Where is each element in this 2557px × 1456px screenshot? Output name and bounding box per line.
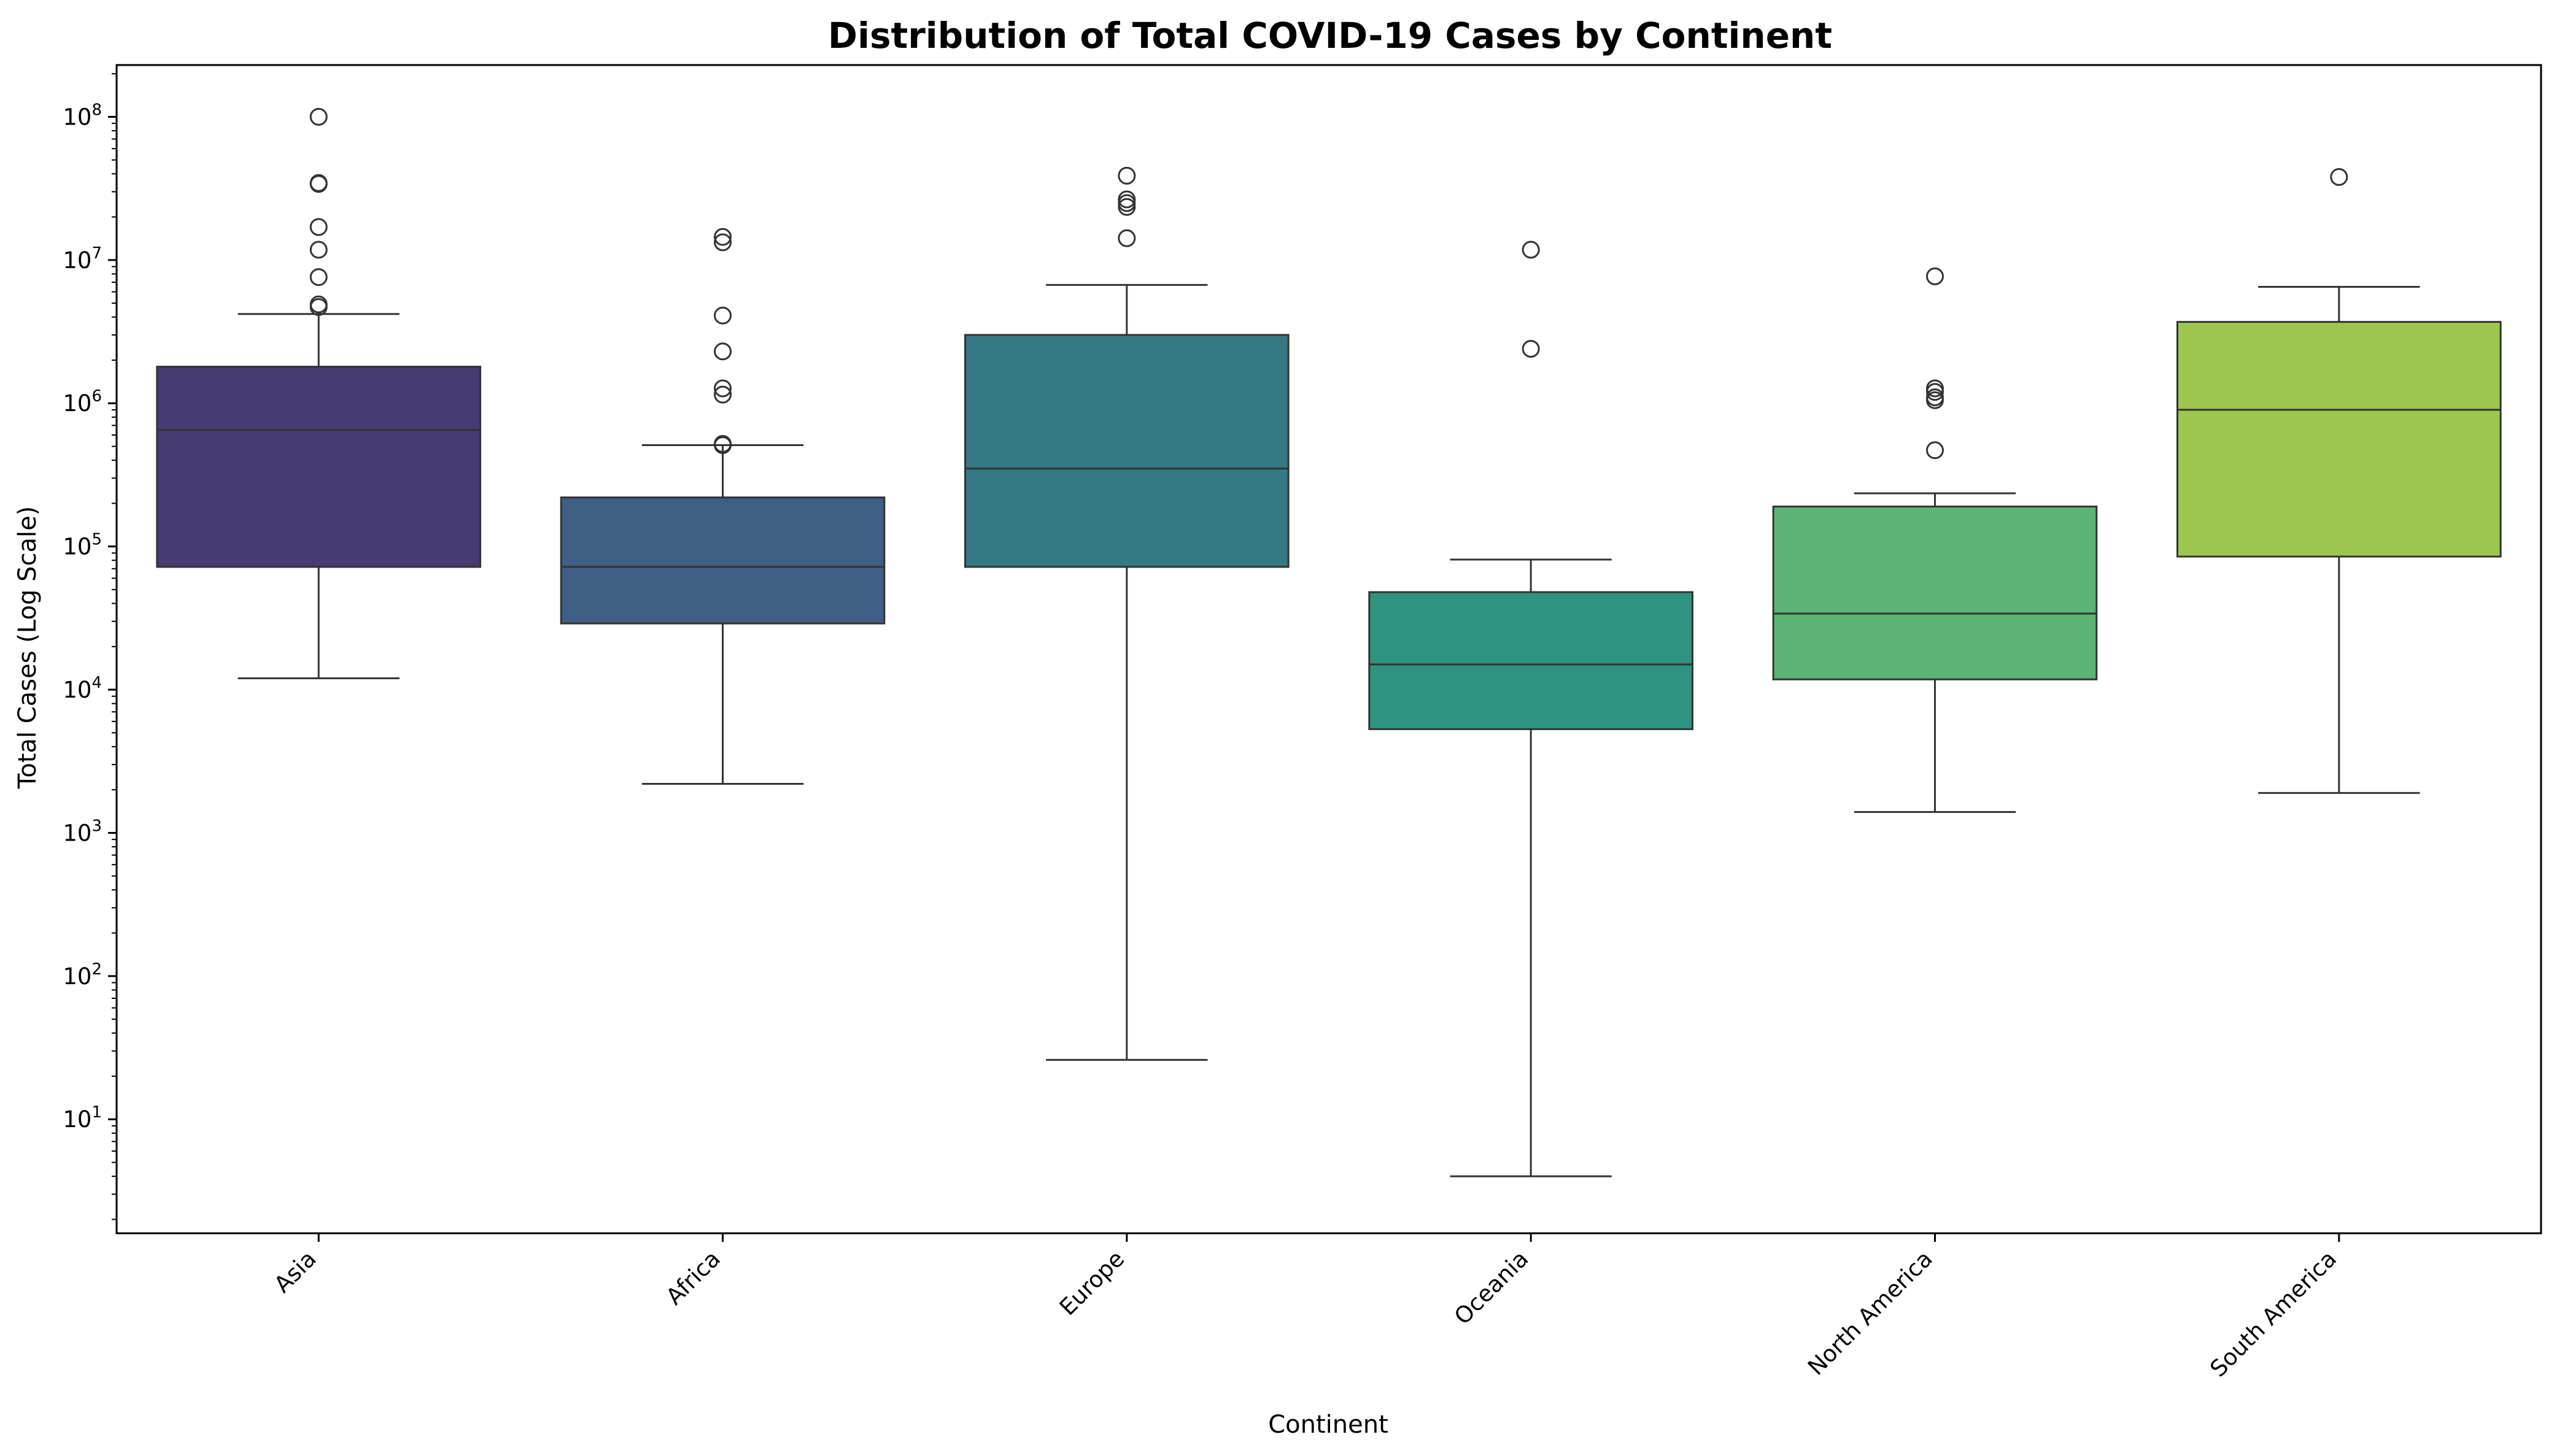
outlier-point <box>2330 168 2348 187</box>
y-tick-label: 108 <box>63 101 102 130</box>
outlier-point <box>714 436 732 454</box>
y-axis: 101 102 103 104 105 106 107 108 <box>63 73 117 1220</box>
outlier-point <box>714 306 732 325</box>
plot-frame <box>115 64 2542 1235</box>
x-tick-label: Europe <box>1054 1246 1129 1320</box>
iqr-box <box>2176 321 2502 558</box>
box-group-africa <box>560 228 886 785</box>
y-axis-label: Total Cases (Log Scale) <box>14 506 42 790</box>
outlier-point <box>714 228 732 246</box>
box-group-oceania <box>1368 241 1693 1177</box>
outlier-point <box>309 107 328 126</box>
iqr-box <box>1772 506 2098 680</box>
x-tick-label: Asia <box>269 1246 321 1298</box>
outlier-point <box>1118 198 1136 216</box>
iqr-box <box>1368 591 1693 730</box>
y-tick-label: 104 <box>63 674 102 703</box>
outlier-point <box>1118 166 1136 185</box>
outlier-point <box>1522 339 1540 358</box>
outlier-point <box>714 233 732 252</box>
x-tick-label: Oceania <box>1449 1246 1533 1330</box>
outlier-point <box>1926 267 1944 285</box>
outlier-point <box>309 298 328 316</box>
y-tick-label: 102 <box>63 960 102 990</box>
outlier-point <box>309 175 328 193</box>
outlier-point <box>1926 383 1944 401</box>
y-tick-label: 101 <box>63 1103 102 1133</box>
outlier-point <box>714 379 732 398</box>
outlier-point <box>1522 241 1540 259</box>
outlier-point <box>309 218 328 236</box>
y-tick-label: 106 <box>63 387 102 417</box>
x-axis: Asia Africa Europe Oceania North America Sout… <box>269 1233 2342 1382</box>
outlier-point <box>714 342 732 361</box>
outlier-point <box>714 385 732 404</box>
box-group-north-america <box>1772 267 2098 813</box>
box-group-asia <box>156 107 482 680</box>
y-tick-label: 105 <box>63 531 102 560</box>
box-group-south-america <box>2176 168 2502 794</box>
y-tick-label: 107 <box>63 244 102 274</box>
outlier-point <box>309 241 328 259</box>
iqr-box <box>964 334 1290 568</box>
x-axis-label: Continent <box>1268 1411 1388 1439</box>
outlier-point <box>309 268 328 287</box>
box-group-europe <box>964 166 1290 1061</box>
y-tick-label: 103 <box>63 817 102 846</box>
chart-title: Distribution of Total COVID-19 Cases by … <box>828 15 1832 56</box>
outlier-point <box>1926 391 1944 409</box>
x-tick-label: North America <box>1803 1246 1938 1381</box>
x-tick-label: Africa <box>661 1246 725 1310</box>
x-tick-label: South America <box>2205 1246 2342 1382</box>
plot-area <box>156 107 2502 1177</box>
iqr-box <box>156 366 482 568</box>
outlier-point <box>1926 441 1944 460</box>
outlier-point <box>1118 194 1136 212</box>
outlier-point <box>1118 229 1136 247</box>
iqr-box <box>560 496 886 625</box>
